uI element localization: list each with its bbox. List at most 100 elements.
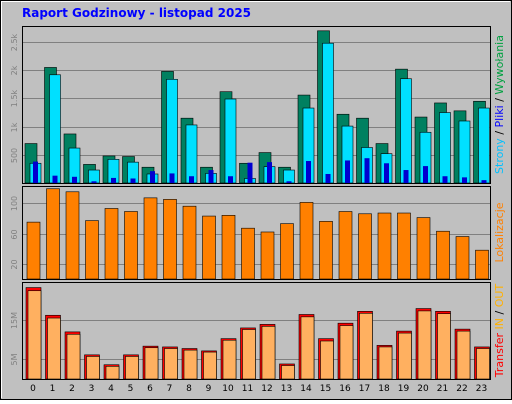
x-tick-label: 5 — [128, 384, 134, 394]
panel-transfer-frame — [22, 282, 491, 380]
bar-out — [242, 329, 256, 380]
bar-pliki — [91, 181, 97, 183]
bar-out — [437, 313, 451, 380]
bar-out — [359, 312, 373, 380]
bar-pliki — [384, 163, 389, 183]
y-tick-label: 1.5k — [10, 89, 19, 107]
y-axis-label-part: / — [493, 127, 506, 138]
bar-strony — [166, 78, 178, 184]
bar-lokalizacje — [299, 202, 314, 280]
bar-pliki — [306, 161, 311, 183]
x-tick-label: 0 — [30, 384, 36, 394]
bar-pliki — [208, 170, 214, 183]
bar-pliki — [267, 162, 272, 183]
bar-pliki — [130, 178, 136, 183]
bar-strony — [283, 169, 295, 184]
x-tick-label: 12 — [261, 384, 272, 394]
bar-strony — [224, 98, 237, 184]
bar-lokalizacje — [143, 197, 158, 280]
side-labels-group: Strony / Pliki / Wywołania Lokalizacje Tra… — [493, 35, 506, 378]
bar-lokalizacje — [163, 199, 177, 280]
bar-out — [144, 347, 159, 380]
x-tick-label: 14 — [300, 384, 312, 394]
panel-locations: 20 60 100 — [10, 186, 491, 280]
bar-lokalizacje — [377, 212, 392, 280]
bar-out — [339, 325, 354, 380]
bar-lokalizacje — [85, 220, 99, 280]
bar-out — [203, 351, 217, 380]
bar-pliki — [33, 161, 38, 183]
x-tick-label: 19 — [398, 384, 410, 394]
bar-out — [86, 356, 100, 380]
y-axis-label-requests: Strony / Pliki / Wywołania — [493, 35, 506, 174]
bar-lokalizacje — [182, 205, 197, 280]
bar-lokalizacje — [338, 211, 353, 280]
bar-pliki — [442, 176, 448, 183]
bar-pliki — [462, 177, 467, 183]
y-axis-label-part: / — [493, 95, 506, 106]
y-axis-label-part: Strony — [493, 138, 506, 174]
bar-lokalizacje — [65, 191, 80, 280]
bar-lokalizacje — [319, 221, 333, 280]
hour-labels-group: 0 1 2 3 4 5 6 7 8 9 10 11 12 13 14 15 16 17 18 19 20 21 22 23 — [30, 384, 487, 394]
bar-strony — [478, 107, 490, 184]
bar-out — [105, 366, 120, 380]
y-tick-label: 2k — [10, 65, 19, 75]
y-tick-label: 500 — [10, 148, 19, 163]
plots-group: 500 1k 1.5k 2k 2.5k 20 60 100 5M 15M — [10, 26, 491, 380]
bar-pliki — [111, 177, 116, 183]
y-tick-label: 5M — [10, 353, 19, 365]
x-tick-label: 10 — [222, 384, 234, 394]
bar-out — [417, 310, 432, 380]
y-axis-label-part: IN — [493, 318, 506, 329]
bar-lokalizacje — [416, 217, 431, 280]
bar-strony — [185, 124, 198, 184]
x-tick-label: 18 — [378, 384, 390, 394]
x-tick-label: 7 — [167, 384, 173, 394]
x-tick-label: 17 — [359, 384, 370, 394]
y-tick-label: 2.5k — [10, 33, 19, 51]
bar-out — [398, 332, 412, 380]
x-tick-label: 20 — [417, 384, 429, 394]
bar-pliki — [325, 173, 331, 183]
y-axis-label-transfer: Transfer IN / OUT — [493, 284, 506, 379]
bar-out — [300, 316, 315, 380]
bar-pliki — [72, 176, 77, 183]
bar-pliki — [364, 158, 370, 183]
y-axis-label-part: Transfer — [493, 332, 506, 378]
bar-lokalizacje — [475, 249, 489, 280]
x-tick-label: 21 — [437, 384, 448, 394]
x-tick-label: 16 — [339, 384, 351, 394]
y-axis-label-part: Wywołania — [493, 35, 506, 95]
bar-out — [320, 340, 334, 380]
bar-out — [378, 346, 393, 380]
panel-transfer: 5M 15M — [10, 282, 491, 380]
bar-strony — [458, 120, 471, 184]
y-axis-label-part: Pliki — [493, 105, 506, 127]
bar-lokalizacje — [358, 213, 372, 280]
bar-pliki — [52, 175, 58, 183]
bar-lokalizacje — [26, 221, 41, 280]
bar-strony — [88, 169, 100, 184]
y-tick-label: 15M — [10, 312, 19, 329]
bar-lokalizacje — [397, 212, 411, 280]
bar-pliki — [345, 160, 350, 183]
bar-lokalizacje — [202, 215, 216, 280]
bar-pliki — [481, 180, 487, 183]
bar-pliki — [150, 171, 155, 183]
x-tick-label: 1 — [50, 384, 56, 394]
bar-strony — [49, 74, 61, 184]
panel-requests-frame — [22, 26, 491, 184]
bar-out — [66, 333, 81, 380]
x-tick-label: 23 — [476, 384, 487, 394]
bar-lokalizacje — [280, 223, 294, 280]
bar-strony — [439, 112, 451, 184]
x-tick-label: 4 — [108, 384, 114, 394]
bar-out — [183, 349, 198, 380]
x-tick-label: 22 — [456, 384, 467, 394]
x-tick-label: 2 — [69, 384, 75, 394]
bar-strony — [322, 42, 334, 184]
bar-pliki — [189, 176, 194, 183]
